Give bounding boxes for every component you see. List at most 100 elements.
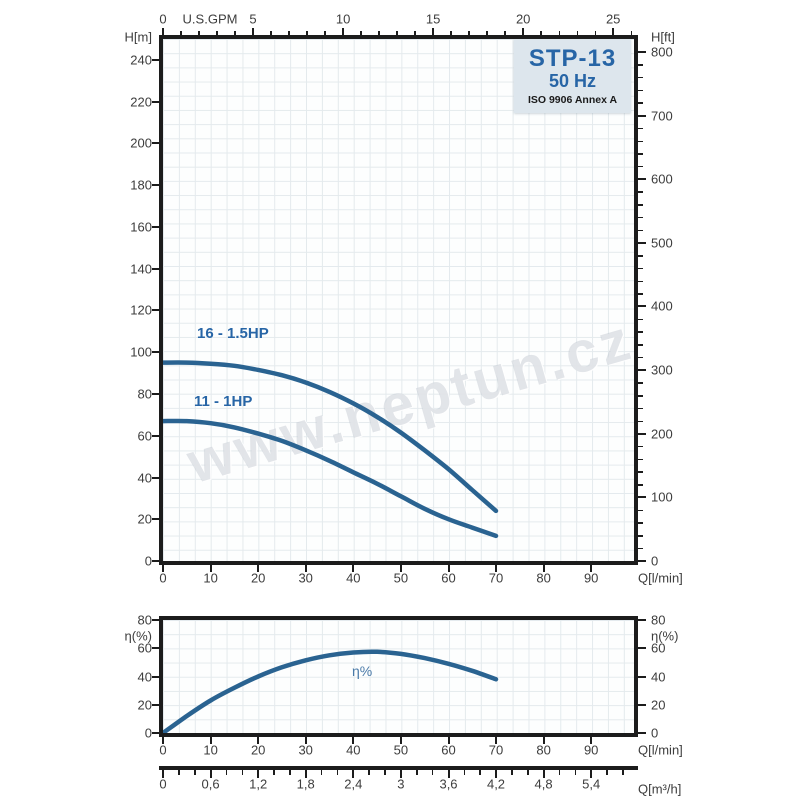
eff-x-bottom-axis-title: Q[l/min] <box>638 742 683 758</box>
eff-y-right-tick-label: 80 <box>651 612 666 628</box>
y-left-tick-label: 40 <box>137 470 152 485</box>
m3h-tick-label: 0,6 <box>201 776 220 792</box>
x-bottom-tick <box>590 565 593 572</box>
eff-x-bottom-tick-label: 0 <box>159 742 167 758</box>
y-left-tick-label: 60 <box>137 428 152 444</box>
eff-y-left-tick-label: 0 <box>144 725 152 741</box>
y-left-tick <box>152 184 159 187</box>
x-bottom-tick <box>209 565 212 572</box>
eff-y-right-tick <box>638 703 646 706</box>
m3h-minor-tick <box>527 770 529 775</box>
x-bottom-tick-label: 0 <box>159 570 167 586</box>
x-top-minor-tick <box>486 31 488 35</box>
y-left-tick <box>152 100 159 103</box>
m3h-minor-tick <box>320 770 323 775</box>
y-right-tick-label: 600 <box>651 171 673 187</box>
x-top-tick-label: 20 <box>515 11 531 27</box>
y-right-minor-tick <box>638 382 643 384</box>
m3h-minor-tick <box>336 770 339 775</box>
y-left-tick-label: 120 <box>130 302 152 318</box>
eff-x-bottom-tick <box>542 737 545 744</box>
m3h-tick <box>162 770 164 778</box>
y-right-tick <box>638 50 646 53</box>
y-right-axis-title: H[ft] <box>651 29 675 45</box>
y-right-minor-tick <box>638 165 643 168</box>
eff-x-bottom-tick-label: 60 <box>441 742 456 758</box>
m3h-tick <box>257 770 260 778</box>
x-bottom-tick <box>304 565 307 572</box>
y-left-tick-label: 140 <box>130 261 152 277</box>
eff-x-bottom-tick <box>495 737 497 744</box>
eff-y-right-tick <box>638 732 646 734</box>
m3h-minor-tick <box>273 770 275 775</box>
m3h-tick-label: 1,8 <box>296 776 315 792</box>
y-left-tick-label: 100 <box>130 344 152 360</box>
eff-x-bottom-tick <box>352 737 355 744</box>
y-right-tick <box>638 496 646 499</box>
x-top-tick <box>162 28 164 35</box>
x-top-tick-label: 5 <box>249 11 257 27</box>
y-right-minor-tick <box>638 420 643 422</box>
eff-y-right-tick <box>638 675 646 678</box>
y-left-tick-label: 240 <box>130 52 152 68</box>
y-left-tick <box>152 393 159 395</box>
m3h-tick <box>352 770 355 778</box>
y-right-minor-tick <box>638 255 643 257</box>
eff-y-right-tick-label: 20 <box>651 697 666 713</box>
y-right-tick <box>638 369 646 372</box>
m3h-minor-tick <box>431 770 434 775</box>
y-right-tick-label: 100 <box>651 489 673 505</box>
m3h-tick-label: 3 <box>397 776 405 792</box>
efficiency-plot-area <box>163 620 634 733</box>
eff-y-left-tick-label: 20 <box>137 697 152 713</box>
model-info-box: STP-13 50 Hz ISO 9906 Annex A <box>514 39 631 113</box>
x-bottom-tick <box>495 565 497 572</box>
y-left-tick-label: 80 <box>137 386 152 402</box>
m3h-axis-title: Q[m³/h] <box>638 781 682 797</box>
eff-x-bottom-tick-label: 90 <box>583 742 599 758</box>
eff-x-bottom-tick <box>304 737 307 744</box>
m3h-tick <box>542 770 545 778</box>
x-top-minor-tick <box>450 31 452 35</box>
eff-y-right-axis-title: η(%) <box>651 628 679 644</box>
eff-x-bottom-tick <box>257 737 260 744</box>
y-right-minor-tick <box>638 407 643 410</box>
y-right-minor-tick <box>638 484 643 486</box>
y-right-minor-tick <box>638 458 643 461</box>
y-left-tick <box>152 351 159 354</box>
m3h-minor-tick <box>622 770 624 775</box>
eff-x-bottom-tick <box>447 737 450 744</box>
y-right-tick <box>638 241 646 244</box>
eff-y-left-tick-label: 40 <box>137 669 152 684</box>
eff-x-bottom-tick <box>209 737 212 744</box>
m3h-minor-tick <box>194 770 196 775</box>
m3h-tick-label: 4,2 <box>486 776 506 792</box>
y-left-tick <box>152 142 159 145</box>
eff-y-left-tick <box>152 675 159 678</box>
y-right-minor-tick <box>638 535 643 537</box>
eff-y-right-tick-label: 40 <box>651 669 666 684</box>
x-bottom-tick <box>257 565 260 572</box>
y-left-tick-label: 220 <box>130 94 152 110</box>
y-left-axis-title: H[m] <box>124 29 152 45</box>
m3h-tick <box>304 770 307 778</box>
eff-y-left-tick <box>152 647 159 650</box>
y-left-tick <box>152 434 159 437</box>
x-top-tick-label: 25 <box>605 11 621 27</box>
m3h-tick <box>209 770 212 778</box>
x-bottom-tick <box>352 565 355 572</box>
m3h-minor-tick <box>289 770 291 775</box>
eff-x-bottom-tick-label: 10 <box>203 742 218 758</box>
y-right-minor-tick <box>638 204 643 206</box>
y-right-tick-label: 400 <box>651 298 673 314</box>
x-top-tick <box>342 28 345 35</box>
x-top-tick <box>432 28 435 35</box>
eff-x-bottom-tick <box>590 737 593 744</box>
eff-y-right-tick-label: 0 <box>651 725 659 741</box>
y-left-tick-label: 180 <box>130 177 152 193</box>
x-top-minor-tick <box>306 31 308 35</box>
x-top-minor-tick <box>414 31 416 35</box>
m3h-minor-tick <box>511 770 513 775</box>
m3h-tick-label: 4,8 <box>534 776 553 792</box>
y-left-tick-label: 200 <box>130 135 152 151</box>
